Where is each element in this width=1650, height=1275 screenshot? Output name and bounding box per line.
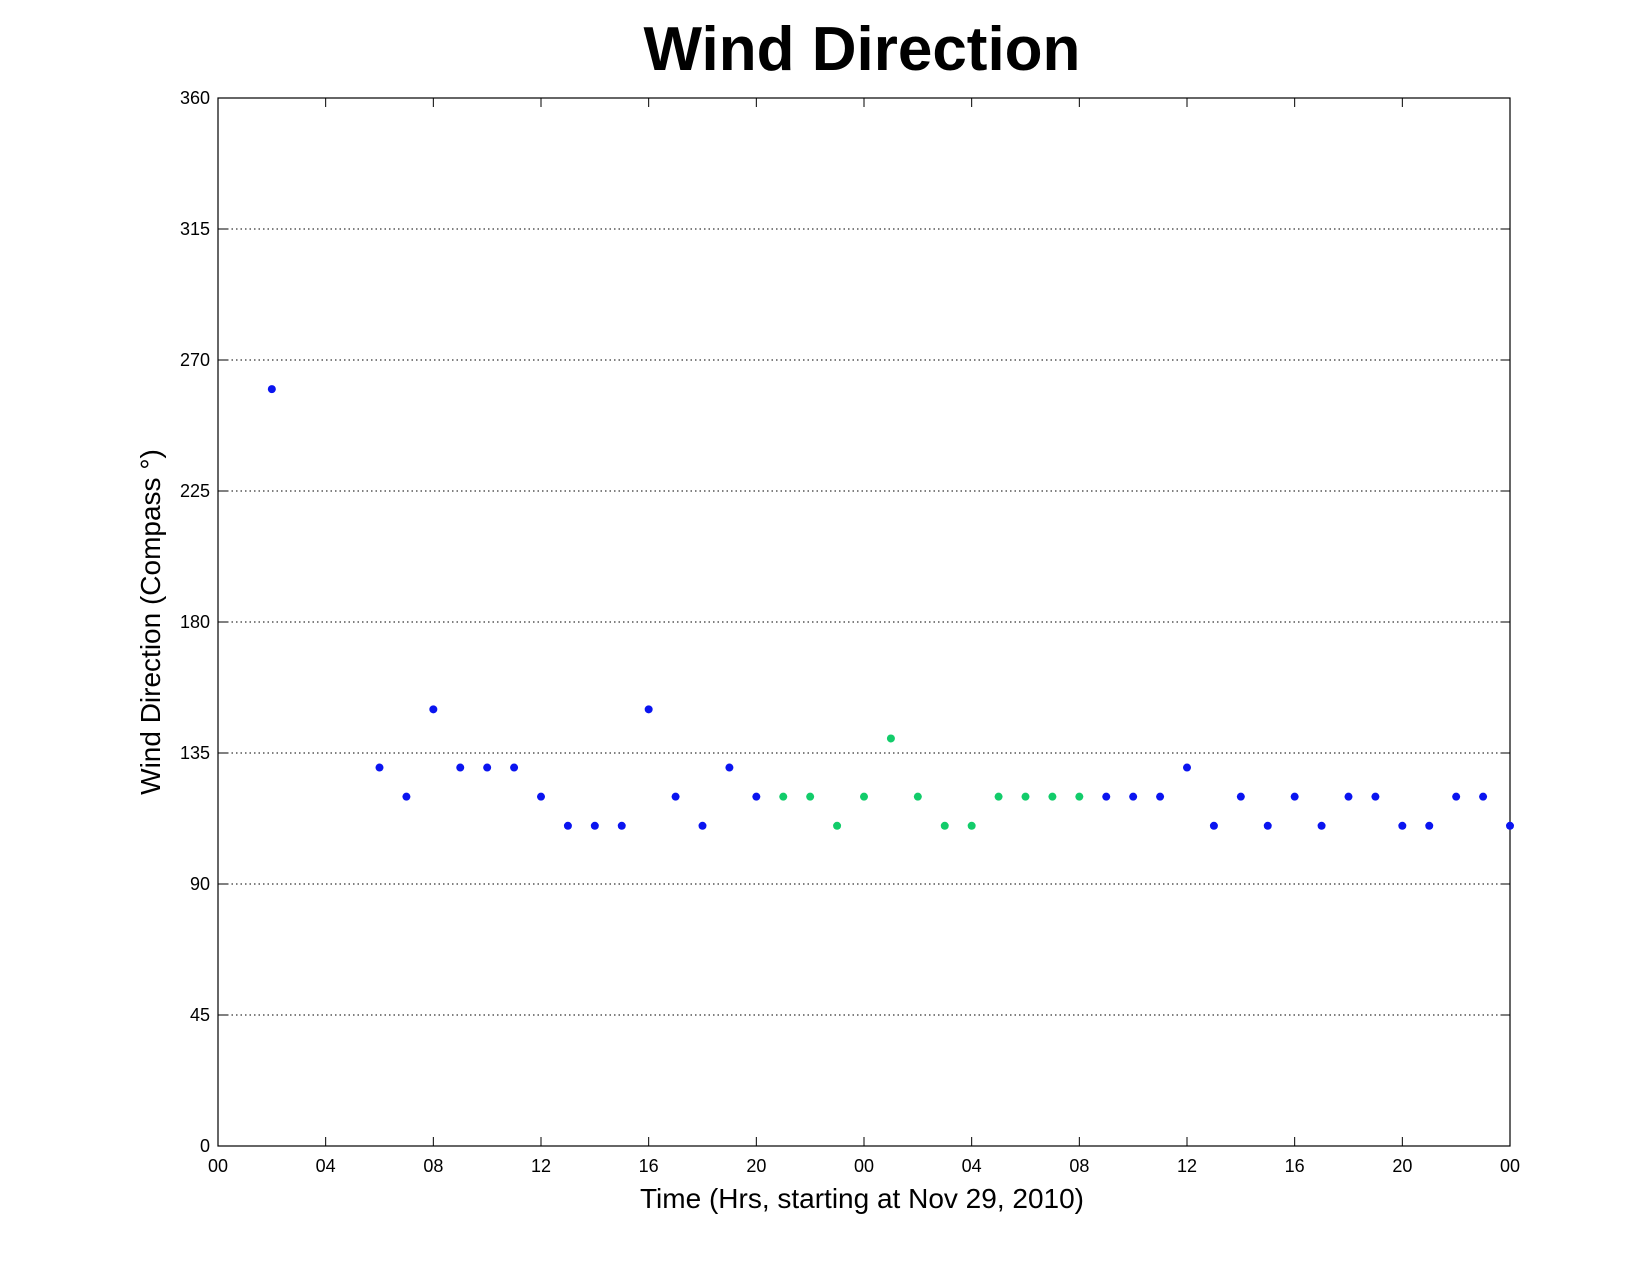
data-point xyxy=(402,792,411,801)
data-point xyxy=(590,821,599,830)
x-tick-label: 00 xyxy=(1500,1156,1520,1176)
y-tick-label: 0 xyxy=(200,1136,210,1156)
data-point xyxy=(537,792,545,801)
data-point xyxy=(429,705,438,714)
x-tick-label: 08 xyxy=(423,1156,443,1176)
data-point xyxy=(1344,792,1353,801)
y-tick-label: 315 xyxy=(180,219,210,239)
axis-ticks: 0 45 90 135 180 225 270 315 360 00 04 08 12 16 20 00 04 0… xyxy=(180,88,1520,1176)
y-tick-label: 45 xyxy=(190,1005,210,1025)
data-point xyxy=(1048,792,1057,801)
data-point xyxy=(671,792,680,801)
grid-lines xyxy=(218,228,1510,1016)
data-point xyxy=(1371,792,1380,801)
data-point xyxy=(886,734,895,743)
data-point xyxy=(563,821,572,830)
data-point xyxy=(1102,792,1111,801)
x-tick-label: 20 xyxy=(746,1156,766,1176)
data-point xyxy=(1263,821,1272,830)
data-point xyxy=(483,763,492,772)
x-tick-label: 20 xyxy=(1392,1156,1412,1176)
data-point xyxy=(1398,821,1407,830)
data-point xyxy=(1479,792,1488,801)
data-point xyxy=(1183,763,1191,772)
x-tick-label: 04 xyxy=(316,1156,336,1176)
data-point xyxy=(1506,821,1514,830)
data-points xyxy=(267,385,1514,830)
data-point xyxy=(1021,792,1030,801)
x-axis-label: Time (Hrs, starting at Nov 29, 2010) xyxy=(640,1183,1084,1214)
data-point xyxy=(1209,821,1218,830)
data-point xyxy=(1317,821,1326,830)
data-point xyxy=(833,821,842,830)
data-point xyxy=(1156,792,1165,801)
data-point xyxy=(806,792,815,801)
data-point xyxy=(510,763,519,772)
y-axis-label: Wind Direction (Compass °) xyxy=(135,449,166,795)
data-point xyxy=(1290,792,1299,801)
data-point xyxy=(1075,792,1084,801)
data-point xyxy=(1129,792,1138,801)
data-point xyxy=(779,792,788,801)
data-point xyxy=(375,763,384,772)
y-tick-label: 225 xyxy=(180,481,210,501)
data-point xyxy=(1425,821,1434,830)
data-point xyxy=(1452,792,1461,801)
data-point xyxy=(698,821,707,830)
y-tick-label: 90 xyxy=(190,874,210,894)
data-point xyxy=(267,385,276,394)
chart-title: Wind Direction xyxy=(644,15,1081,84)
data-point xyxy=(617,821,626,830)
data-point xyxy=(725,763,734,772)
data-point xyxy=(994,792,1003,801)
data-point xyxy=(967,821,976,830)
x-tick-label: 16 xyxy=(639,1156,659,1176)
data-point xyxy=(860,792,868,801)
y-tick-label: 135 xyxy=(180,743,210,763)
y-tick-label: 180 xyxy=(180,612,210,632)
x-tick-label: 04 xyxy=(962,1156,982,1176)
x-tick-label: 00 xyxy=(208,1156,228,1176)
data-point xyxy=(456,763,465,772)
y-tick-label: 270 xyxy=(180,350,210,370)
x-tick-label: 00 xyxy=(854,1156,874,1176)
x-tick-label: 12 xyxy=(531,1156,551,1176)
data-point xyxy=(644,705,653,714)
data-point xyxy=(913,792,922,801)
x-tick-label: 16 xyxy=(1285,1156,1305,1176)
x-tick-label: 12 xyxy=(1177,1156,1197,1176)
y-tick-label: 360 xyxy=(180,88,210,108)
x-tick-label: 08 xyxy=(1069,1156,1089,1176)
data-point xyxy=(752,792,761,801)
data-point xyxy=(940,821,949,830)
data-point xyxy=(1236,792,1245,801)
